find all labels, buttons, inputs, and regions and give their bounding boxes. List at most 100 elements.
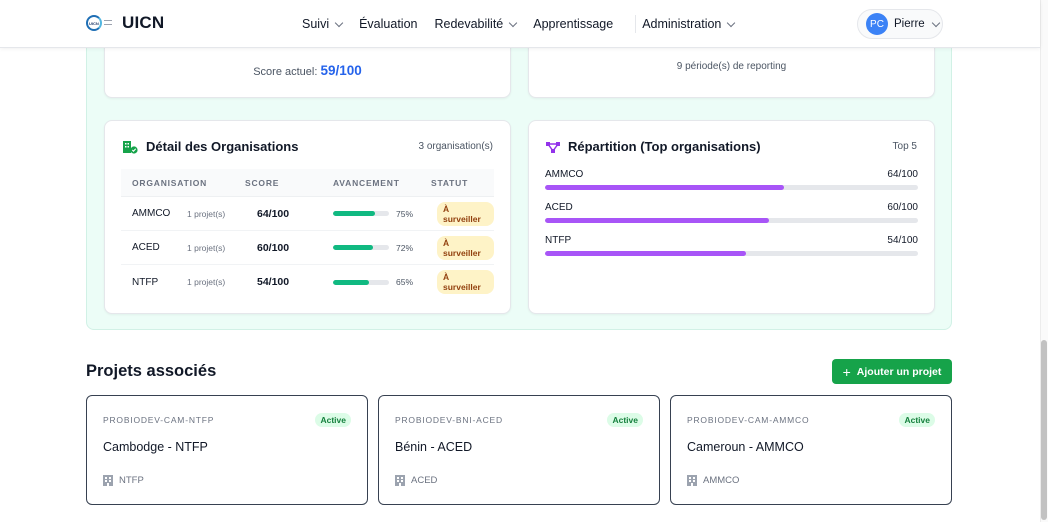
repartition-title: Répartition (Top organisations) — [568, 139, 761, 154]
progress: 72% — [333, 243, 437, 253]
building-check-icon — [123, 141, 138, 154]
project-count: 1 projet(s) — [187, 277, 226, 287]
user-name: Pierre — [894, 18, 925, 30]
project-code: PROBIODEV-CAM-AMMCO — [687, 415, 810, 425]
repartition-bar — [545, 185, 918, 190]
progress: 75% — [333, 209, 437, 219]
network-icon — [546, 142, 560, 153]
nav-suivi[interactable]: Suivi — [302, 17, 344, 31]
current-score: Score actuel: 59/100 — [105, 63, 510, 78]
repartition-bar — [545, 251, 918, 256]
nav-redevabilite[interactable]: Redevabilité — [434, 17, 518, 31]
nav-apprentissage-label: Apprentissage — [533, 17, 614, 31]
org-name: AMMCO — [132, 208, 171, 219]
organisation-count: 3 organisation(s) — [418, 141, 493, 152]
status-badge: Active — [899, 413, 935, 427]
organisations-panel: Score actuel: 59/100 9 période(s) de rep… — [86, 29, 952, 330]
repartition-item: ACED 60/100 — [545, 202, 918, 235]
building-icon — [687, 475, 697, 486]
repartition-item: AMMCO 64/100 — [545, 169, 918, 202]
organisations-detail-card: Détail des Organisations 3 organisation(… — [104, 120, 511, 314]
nav-suivi-label: Suivi — [302, 17, 330, 31]
progress-bar — [333, 279, 389, 285]
table-row[interactable]: ACED 1 projet(s) 60/100 72% À surveiller — [121, 231, 494, 265]
org-score: 64/100 — [257, 207, 290, 220]
project-card[interactable]: PROBIODEV-BNI-ACED Active Bénin - ACED A… — [378, 395, 660, 505]
project-org-name: AMMCO — [703, 475, 740, 486]
org-score: 54/100 — [257, 276, 290, 288]
repartition-item: NTFP 54/100 — [545, 235, 918, 268]
nav-administration-label: Administration — [642, 17, 722, 31]
col-avancement: AVANCEMENT — [333, 177, 400, 188]
table-row[interactable]: NTFP 1 projet(s) 54/100 65% À surveiller — [121, 265, 494, 299]
nav-evaluation[interactable]: Évaluation — [359, 17, 417, 31]
repartition-score: 60/100 — [887, 202, 918, 213]
project-name: Cambodge - NTFP — [103, 440, 208, 454]
score-value: 59/100 — [320, 63, 362, 78]
project-code: PROBIODEV-BNI-ACED — [395, 415, 503, 425]
status-badge: Active — [315, 413, 351, 427]
logo-text: UICN — [122, 13, 165, 32]
building-icon — [395, 475, 405, 486]
project-code: PROBIODEV-CAM-NTFP — [103, 415, 215, 425]
progress-percent: 65% — [396, 277, 414, 287]
table-header: ORGANISATION SCORE AVANCEMENT STATUT — [121, 169, 494, 197]
nav-administration[interactable]: Administration — [642, 17, 736, 31]
status-badge: À surveiller — [437, 235, 494, 260]
table-row[interactable]: AMMCO 1 projet(s) 64/100 75% À surveille… — [121, 197, 494, 231]
user-menu-button[interactable]: PC Pierre — [857, 9, 943, 39]
org-name: ACED — [132, 242, 160, 253]
repartition-org: AMMCO — [545, 169, 584, 180]
top-navbar: UICN UICN Suivi Évaluation Redevabilité … — [0, 0, 1040, 48]
progress-percent: 75% — [396, 208, 414, 219]
project-name: Cameroun - AMMCO — [687, 440, 804, 454]
nav-apprentissage[interactable]: Apprentissage — [533, 17, 613, 31]
repartition-list: AMMCO 64/100 ACED 60/100 NTFP 54/100 — [545, 169, 918, 268]
periods-text: 9 période(s) de reporting — [676, 61, 787, 72]
project-org: ACED — [395, 475, 437, 486]
nav-redevabilite-label: Redevabilité — [434, 17, 504, 31]
detail-title: Détail des Organisations — [146, 139, 299, 154]
progress-percent: 72% — [396, 242, 414, 253]
repartition-org: NTFP — [545, 235, 572, 246]
project-card[interactable]: PROBIODEV-CAM-NTFP Active Cambodge - NTF… — [86, 395, 368, 505]
nav-divider — [635, 15, 637, 33]
plus-icon: + — [842, 363, 851, 380]
repartition-org: ACED — [545, 202, 573, 213]
chevron-down-icon — [931, 18, 940, 27]
progress-bar — [333, 211, 389, 216]
main-nav: Suivi Évaluation Redevabilité Apprentiss… — [302, 0, 751, 48]
repartition-bar — [545, 218, 918, 223]
progress: 65% — [333, 277, 437, 287]
project-org: NTFP — [103, 475, 144, 486]
project-org-name: NTFP — [119, 475, 144, 486]
project-name: Bénin - ACED — [395, 440, 473, 454]
col-score: SCORE — [245, 177, 280, 188]
project-count: 1 projet(s) — [187, 242, 226, 253]
chevron-down-icon — [509, 18, 518, 27]
score-label: Score actuel: — [253, 66, 318, 78]
project-count: 1 projet(s) — [187, 208, 226, 219]
uicn-logo-icon: UICN — [86, 13, 114, 33]
project-card[interactable]: PROBIODEV-CAM-AMMCO Active Cameroun - AM… — [670, 395, 952, 505]
status-badge: Active — [607, 413, 643, 427]
add-project-button[interactable]: + Ajouter un projet — [832, 359, 952, 384]
organisations-table: ORGANISATION SCORE AVANCEMENT STATUT AMM… — [121, 169, 494, 299]
col-organisation: ORGANISATION — [132, 177, 208, 188]
progress-bar — [333, 245, 389, 250]
building-icon — [103, 475, 113, 486]
scrollbar-thumb[interactable] — [1041, 340, 1047, 520]
org-name: NTFP — [132, 276, 159, 288]
project-org: AMMCO — [687, 475, 739, 486]
scrollbar-track[interactable] — [1040, 0, 1048, 522]
status-badge: À surveiller — [437, 270, 494, 294]
repartition-card: Répartition (Top organisations) Top 5 AM… — [528, 120, 935, 314]
repartition-score: 64/100 — [887, 169, 918, 180]
col-statut: STATUT — [431, 177, 469, 188]
repartition-meta: Top 5 — [892, 141, 917, 152]
project-org-name: ACED — [411, 475, 438, 486]
repartition-score: 54/100 — [887, 235, 918, 246]
org-score: 60/100 — [257, 241, 290, 254]
avatar: PC — [866, 13, 888, 35]
logo[interactable]: UICN UICN — [86, 13, 164, 33]
